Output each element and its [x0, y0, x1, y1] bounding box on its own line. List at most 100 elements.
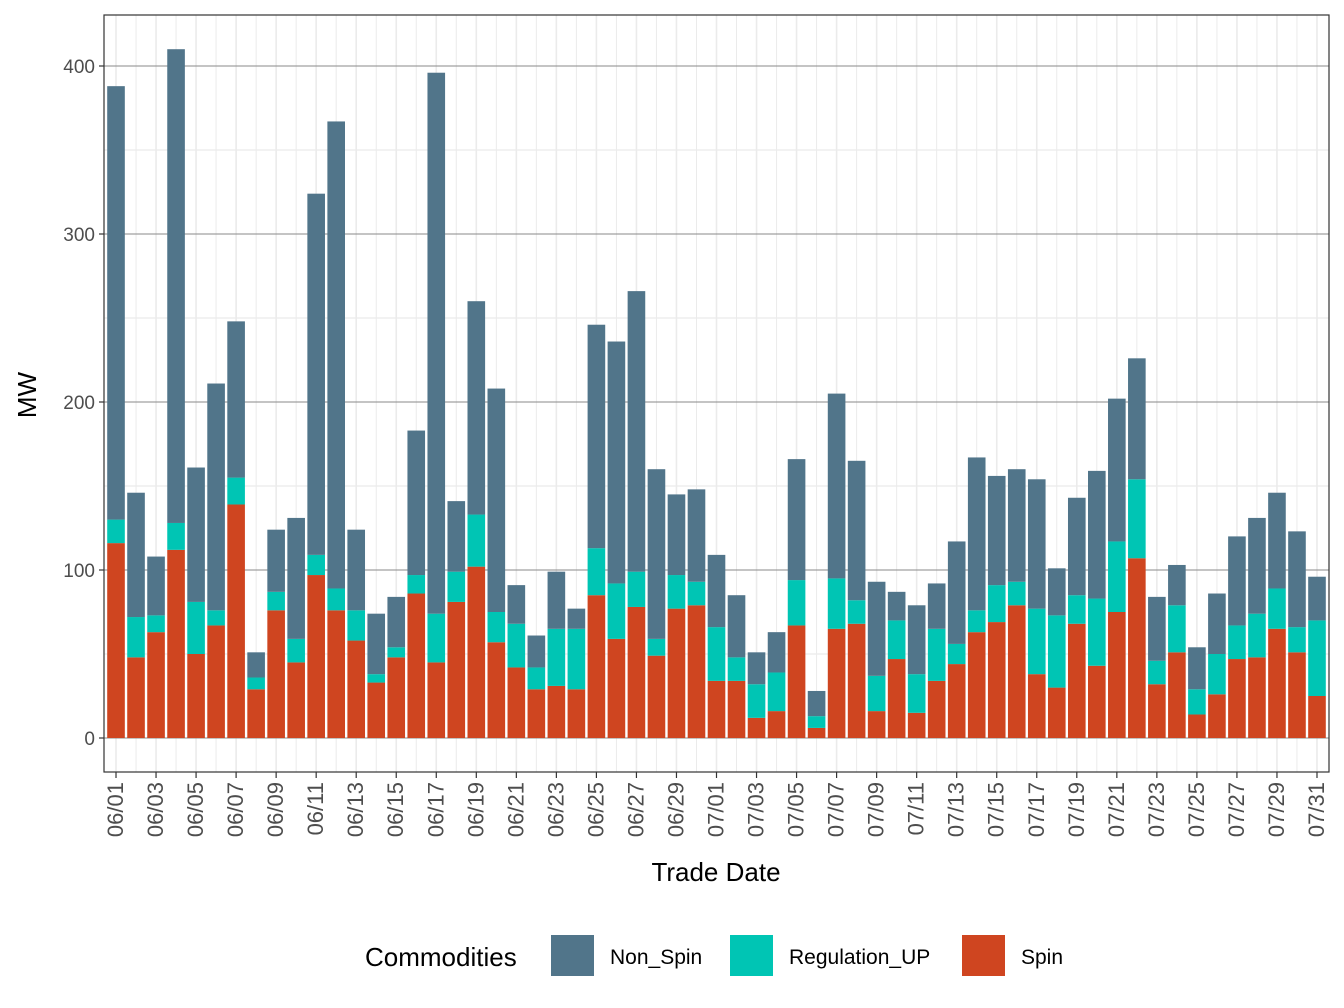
bar-regulation-up: [1007, 581, 1026, 606]
bar-regulation-up: [1288, 627, 1306, 653]
bar-non-spin: [507, 585, 526, 624]
bar-spin: [747, 717, 766, 738]
bar-regulation-up: [1268, 588, 1286, 629]
bar-spin: [587, 595, 606, 738]
x-tick-label: 06/05: [183, 782, 208, 837]
bar-spin: [527, 689, 546, 738]
bar-regulation-up: [1228, 625, 1246, 660]
bar-regulation-up: [587, 548, 606, 596]
bar-non-spin: [327, 121, 345, 589]
bar-non-spin: [1308, 576, 1326, 621]
bar-non-spin: [207, 383, 225, 611]
bar-regulation-up: [507, 623, 526, 668]
bar-spin: [1128, 558, 1146, 738]
bar-non-spin: [347, 529, 366, 611]
bar-non-spin: [1148, 596, 1166, 661]
bar-non-spin: [587, 324, 606, 549]
bar-spin: [287, 662, 305, 738]
bar-non-spin: [687, 489, 706, 582]
bar-regulation-up: [327, 588, 345, 611]
bar-spin: [907, 712, 926, 738]
bar-spin: [227, 504, 245, 738]
x-tick-label: 06/29: [663, 782, 688, 837]
bar-non-spin: [247, 652, 265, 678]
bar-regulation-up: [1148, 660, 1166, 685]
bar-regulation-up: [1208, 654, 1226, 695]
bar-non-spin: [287, 517, 305, 639]
x-axis: 06/01 06/03 06/05 06/07 06/09 06/11 06/13 06/15…: [103, 772, 1329, 837]
bar-non-spin: [1088, 470, 1106, 599]
bar-spin: [247, 689, 265, 738]
bar-spin: [807, 727, 826, 738]
bar-regulation-up: [787, 580, 806, 626]
bar-spin: [627, 606, 646, 738]
bar-spin: [787, 625, 806, 738]
bar-non-spin: [367, 613, 386, 675]
bar-non-spin: [627, 291, 646, 572]
bar-regulation-up: [947, 643, 966, 665]
bar-non-spin: [667, 494, 686, 576]
y-tick-label: 0: [84, 729, 95, 750]
bar-regulation-up: [727, 657, 746, 681]
bar-regulation-up: [167, 522, 185, 550]
x-tick-label: 07/19: [1064, 782, 1089, 837]
bar-regulation-up: [107, 519, 125, 544]
bar-spin: [267, 610, 285, 738]
bar-spin: [647, 655, 666, 738]
bar-non-spin: [267, 529, 285, 592]
bar-non-spin: [647, 469, 666, 639]
x-tick-label: 06/03: [143, 782, 168, 837]
bar-non-spin: [747, 652, 766, 685]
bar-non-spin: [727, 595, 746, 658]
bar-non-spin: [1007, 469, 1026, 582]
bar-spin: [447, 601, 466, 738]
bar-non-spin: [907, 605, 926, 675]
bar-regulation-up: [887, 620, 906, 660]
x-tick-label: 07/07: [824, 782, 849, 837]
bar-regulation-up: [987, 585, 1006, 623]
bar-spin: [1007, 605, 1026, 738]
bar-spin: [1308, 696, 1326, 738]
bar-non-spin: [307, 193, 325, 555]
bar-regulation-up: [1047, 615, 1066, 688]
bar-regulation-up: [687, 581, 706, 606]
bar-non-spin: [707, 554, 726, 628]
y-tick-label: 200: [63, 393, 95, 414]
bar-regulation-up: [767, 672, 786, 712]
x-tick-label: 06/21: [503, 782, 528, 837]
bar-regulation-up: [207, 610, 225, 626]
bar-spin: [607, 638, 626, 738]
bar-spin: [987, 622, 1006, 738]
bar-non-spin: [167, 49, 185, 523]
bar-regulation-up: [307, 554, 325, 576]
bar-regulation-up: [847, 600, 866, 624]
bar-non-spin: [1047, 568, 1066, 616]
bar-non-spin: [567, 608, 586, 629]
y-axis-title: MW: [12, 371, 42, 418]
bar-spin: [867, 711, 886, 738]
x-tick-label: 06/25: [583, 782, 608, 837]
x-tick-label: 07/17: [1024, 782, 1049, 837]
x-tick-label: 07/25: [1184, 782, 1209, 837]
bar-spin: [1268, 628, 1286, 738]
bar-spin: [967, 632, 986, 738]
bar-spin: [1228, 659, 1246, 738]
bar-non-spin: [927, 583, 946, 629]
bar-regulation-up: [247, 677, 265, 690]
bar-non-spin: [387, 596, 406, 648]
bar-spin: [147, 632, 165, 738]
bar-non-spin: [527, 635, 546, 668]
x-tick-label: 06/07: [223, 782, 248, 837]
bar-regulation-up: [1108, 541, 1126, 612]
bar-regulation-up: [927, 628, 946, 681]
bar-regulation-up: [707, 627, 726, 681]
bar-spin: [487, 642, 506, 738]
x-tick-label: 06/17: [423, 782, 448, 837]
bar-spin: [767, 711, 786, 738]
legend-label-non-spin: Non_Spin: [610, 946, 702, 969]
x-tick-label: 07/05: [784, 782, 809, 837]
bar-regulation-up: [827, 578, 846, 629]
bar-non-spin: [767, 632, 786, 673]
bar-spin: [187, 654, 205, 738]
bar-non-spin: [1248, 517, 1266, 614]
